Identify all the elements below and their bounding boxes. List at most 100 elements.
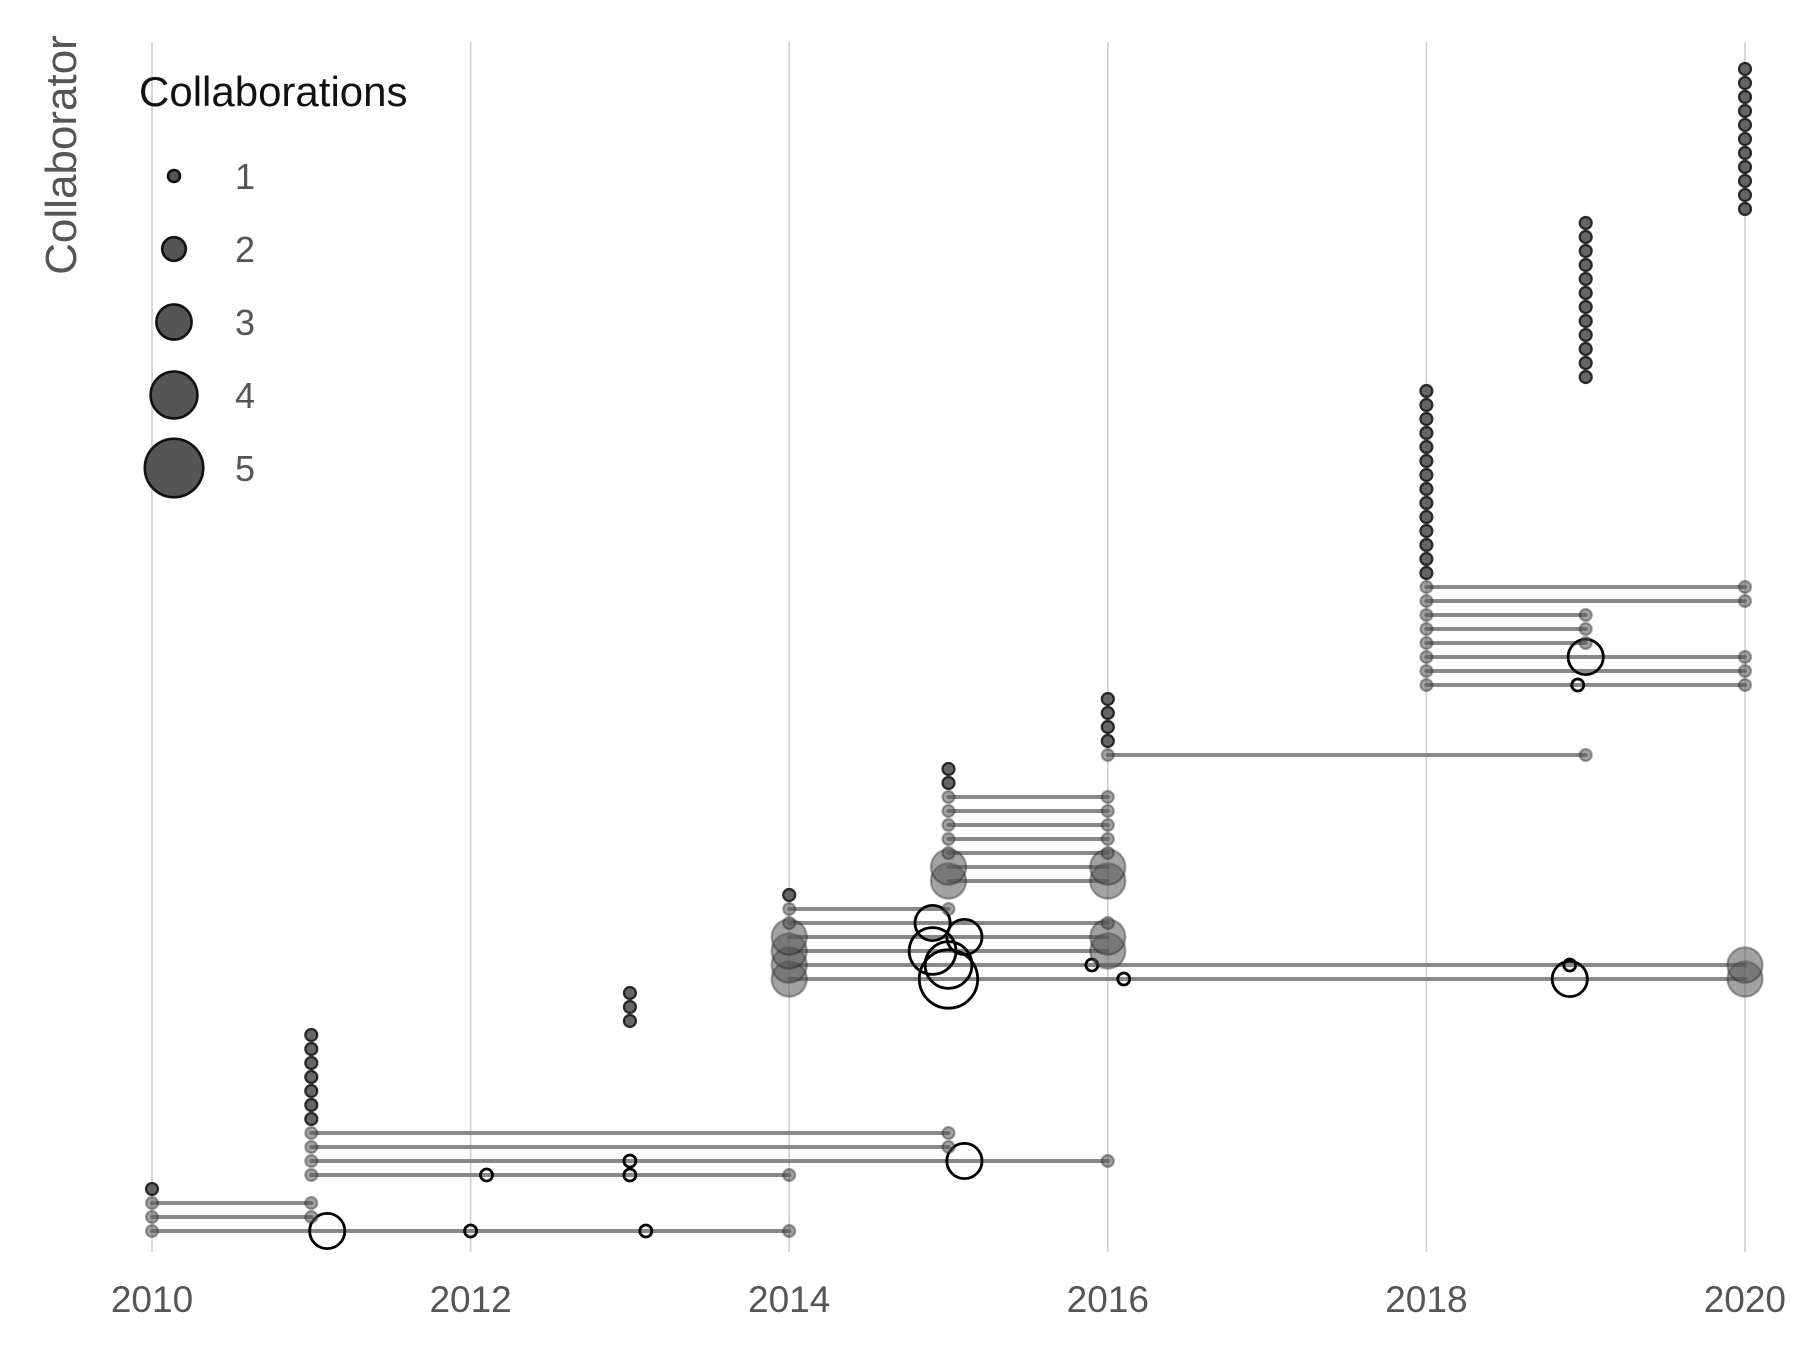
point-31-1 — [1100, 803, 1115, 819]
point-6-2 — [945, 1142, 984, 1181]
point-23-0 — [782, 915, 797, 931]
point-77-0 — [1737, 159, 1753, 175]
point-15-0 — [304, 1027, 319, 1043]
point-50-0 — [1419, 537, 1434, 553]
point-64-0 — [1578, 341, 1593, 357]
x-axis-ticks: 2010 2012 2014 2016 2018 2020 — [111, 1279, 1786, 1320]
point-48-0 — [1419, 565, 1434, 581]
point-3-1 — [304, 1195, 319, 1211]
point-43-1 — [1578, 635, 1593, 651]
point-59-0 — [1419, 411, 1434, 427]
point-42-0 — [1419, 649, 1434, 665]
point-43-0 — [1419, 635, 1434, 651]
x-tick-label-2012: 2012 — [429, 1279, 511, 1320]
point-6-0 — [304, 1153, 319, 1169]
point-19-3 — [1550, 960, 1589, 999]
point-14-0 — [304, 1041, 319, 1057]
point-78-0 — [1737, 145, 1753, 161]
point-70-0 — [1578, 257, 1593, 273]
point-29-1 — [1100, 831, 1115, 847]
point-31-0 — [941, 803, 956, 819]
point-40-0 — [1419, 677, 1434, 693]
legend-symbol-3 — [155, 303, 193, 341]
x-tick-label-2010: 2010 — [111, 1279, 193, 1320]
legend-symbol-5 — [143, 437, 205, 499]
point-3-0 — [144, 1195, 160, 1211]
point-12-0 — [304, 1069, 319, 1085]
point-20-3 — [1562, 957, 1578, 973]
point-36-0 — [1100, 733, 1115, 749]
point-47-0 — [1419, 579, 1434, 595]
point-35-1 — [1578, 747, 1593, 763]
point-24-0 — [782, 901, 797, 917]
point-54-0 — [1419, 481, 1434, 497]
legend-label-2: 2 — [235, 229, 255, 270]
point-55-0 — [1419, 467, 1434, 483]
point-33-0 — [941, 775, 956, 791]
point-28-0 — [941, 845, 956, 861]
point-40-1 — [1570, 677, 1586, 693]
point-19-2 — [1116, 971, 1132, 987]
point-58-0 — [1419, 425, 1434, 441]
point-32-0 — [941, 789, 956, 805]
point-52-0 — [1419, 509, 1434, 525]
legend-label-3: 3 — [235, 302, 255, 343]
point-18-0 — [622, 985, 638, 1001]
point-20-4 — [1726, 946, 1764, 984]
point-9-0 — [304, 1111, 319, 1127]
point-66-0 — [1578, 313, 1593, 329]
legend-title: Collaborations — [139, 68, 408, 115]
point-39-0 — [1100, 691, 1115, 707]
collaboration-points — [144, 61, 1764, 1251]
point-67-0 — [1578, 299, 1593, 315]
point-57-0 — [1419, 439, 1434, 455]
x-tick-label-2018: 2018 — [1385, 1279, 1467, 1320]
point-1-1 — [308, 1212, 347, 1251]
point-69-0 — [1578, 271, 1593, 287]
point-63-0 — [1578, 355, 1593, 371]
legend-label-4: 4 — [235, 375, 255, 416]
point-11-0 — [304, 1083, 319, 1099]
point-32-1 — [1100, 789, 1115, 805]
point-65-0 — [1578, 327, 1593, 343]
point-73-0 — [1578, 215, 1593, 231]
collaboration-lines — [150, 585, 1747, 1233]
point-25-0 — [782, 887, 797, 903]
point-45-0 — [1419, 607, 1434, 623]
point-19-1 — [917, 948, 980, 1010]
point-46-1 — [1737, 593, 1753, 609]
point-5-1 — [479, 1167, 494, 1183]
point-38-0 — [1100, 705, 1115, 721]
point-79-0 — [1737, 131, 1753, 147]
point-8-0 — [304, 1125, 319, 1141]
point-23-1 — [913, 904, 952, 943]
point-2-0 — [144, 1209, 160, 1225]
point-84-0 — [1737, 61, 1753, 77]
point-24-1 — [941, 901, 956, 917]
point-76-0 — [1737, 173, 1753, 189]
point-81-0 — [1737, 103, 1753, 119]
point-82-0 — [1737, 89, 1753, 105]
point-44-0 — [1419, 621, 1434, 637]
point-80-0 — [1737, 117, 1753, 133]
point-56-0 — [1419, 453, 1434, 469]
legend-label-1: 1 — [235, 156, 255, 197]
point-30-1 — [1100, 817, 1115, 833]
point-7-1 — [941, 1139, 956, 1155]
point-13-0 — [304, 1055, 319, 1071]
point-29-0 — [941, 831, 956, 847]
point-37-0 — [1100, 719, 1115, 735]
point-30-0 — [941, 817, 956, 833]
point-53-0 — [1419, 495, 1434, 511]
x-tick-label-2014: 2014 — [748, 1279, 830, 1320]
point-61-0 — [1419, 383, 1434, 399]
legend: Collaborations 1 2 3 4 5 — [139, 68, 408, 499]
point-17-0 — [622, 999, 638, 1015]
point-35-0 — [1100, 747, 1115, 763]
point-62-0 — [1578, 369, 1593, 385]
point-72-0 — [1578, 229, 1593, 245]
point-49-0 — [1419, 551, 1434, 567]
x-tick-label-2020: 2020 — [1704, 1279, 1786, 1320]
x-tick-label-2016: 2016 — [1067, 1279, 1149, 1320]
point-8-1 — [941, 1125, 956, 1141]
